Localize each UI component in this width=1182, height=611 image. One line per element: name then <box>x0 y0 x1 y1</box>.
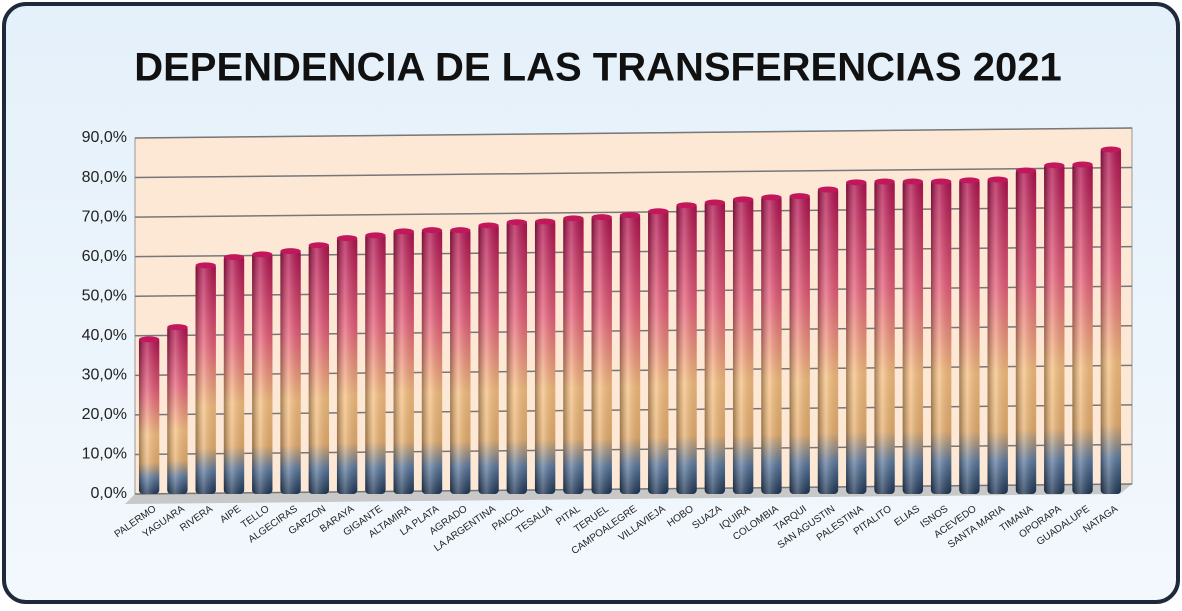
bar <box>252 251 273 494</box>
bar <box>846 179 867 494</box>
grid-line <box>134 127 1133 139</box>
bar <box>930 178 952 495</box>
bar <box>761 194 782 494</box>
bar <box>223 254 245 494</box>
bar <box>987 176 1008 495</box>
chart-title: DEPENDENCIA DE LAS TRANSFERENCIAS 2021 <box>134 46 1062 90</box>
y-tick-label: 40,0% <box>82 327 127 344</box>
bar <box>450 227 471 495</box>
bar <box>393 228 414 494</box>
bar <box>1072 161 1093 494</box>
bar <box>308 242 330 494</box>
bar <box>732 196 754 495</box>
y-tick-label: 80,0% <box>82 169 127 186</box>
bar <box>619 212 641 494</box>
y-tick-label: 0,0% <box>91 485 127 502</box>
bar <box>1100 146 1122 494</box>
bar <box>902 178 924 495</box>
bar <box>563 215 584 494</box>
bar <box>959 177 980 494</box>
bar <box>591 214 612 494</box>
bar <box>534 218 556 495</box>
y-tick-label: 30,0% <box>82 367 127 384</box>
y-tick-label: 20,0% <box>82 406 127 423</box>
y-tick-label: 60,0% <box>82 248 127 265</box>
bar <box>1015 167 1037 495</box>
bar <box>817 186 839 494</box>
bar <box>874 178 895 495</box>
grid-line <box>134 166 1133 179</box>
bar <box>676 202 697 494</box>
bar <box>1044 162 1065 494</box>
bar <box>365 232 386 494</box>
bar <box>195 262 216 494</box>
bar <box>167 324 188 494</box>
bar <box>336 235 358 494</box>
y-tick-label: 10,0% <box>82 446 127 463</box>
y-tick-label: 50,0% <box>82 287 127 304</box>
bar <box>421 227 443 495</box>
y-tick-label: 70,0% <box>82 208 127 225</box>
bar <box>138 336 160 494</box>
bar <box>704 199 726 494</box>
bar <box>789 193 810 494</box>
bar <box>478 222 499 494</box>
bar <box>506 219 528 494</box>
y-tick-label: 90,0% <box>82 129 127 146</box>
bar <box>648 208 669 494</box>
bar <box>280 248 301 494</box>
